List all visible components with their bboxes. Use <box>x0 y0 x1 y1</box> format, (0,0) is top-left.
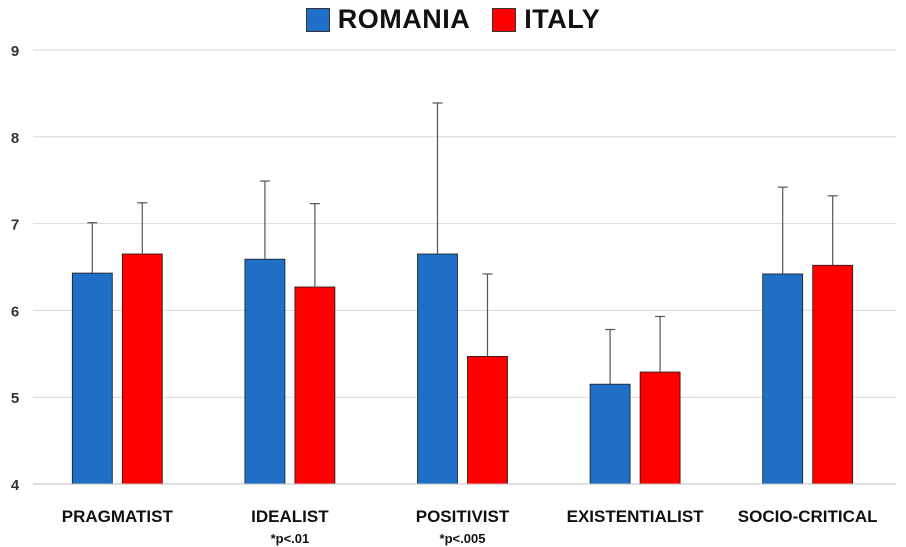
x-category-label: SOCIO-CRITICAL <box>738 507 878 526</box>
x-category-label: PRAGMATIST <box>62 507 174 526</box>
bar <box>762 273 804 485</box>
x-category-label: POSITIVIST <box>416 507 510 526</box>
bar <box>71 272 113 485</box>
legend-swatch-romania <box>305 7 330 32</box>
legend-label-italy: ITALY <box>524 4 601 34</box>
y-tick-label: 4 <box>11 477 20 494</box>
bar <box>589 383 631 485</box>
bar <box>812 264 854 485</box>
y-tick-label: 6 <box>11 303 19 320</box>
significance-annotation: *p<.01 <box>271 531 310 546</box>
legend-item-italy: ITALY <box>492 4 600 35</box>
legend-item-romania: ROMANIA <box>305 4 471 35</box>
legend-swatch-italy <box>492 7 517 32</box>
legend-label-romania: ROMANIA <box>337 4 471 34</box>
bar <box>417 253 458 485</box>
bar <box>294 286 336 485</box>
bar <box>639 371 681 485</box>
bar <box>467 356 508 485</box>
x-category-label: EXISTENTIALIST <box>567 507 705 526</box>
chart-legend: ROMANIA ITALY <box>0 4 906 35</box>
y-tick-label: 7 <box>11 217 19 234</box>
bar <box>244 258 286 485</box>
y-tick-label: 8 <box>11 130 19 147</box>
bar <box>121 253 163 485</box>
y-tick-label: 9 <box>11 43 19 60</box>
x-category-label: IDEALIST <box>251 507 329 526</box>
y-tick-label: 5 <box>11 390 19 407</box>
significance-annotation: *p<.005 <box>440 531 486 546</box>
